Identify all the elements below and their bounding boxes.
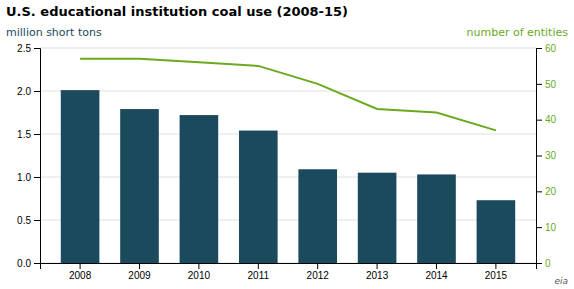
tick-label: 0.0 — [17, 258, 31, 269]
tick-mark — [495, 263, 496, 269]
tick: 50 — [536, 79, 557, 90]
tick-label: 2.0 — [17, 86, 31, 97]
tick: 2010 — [188, 263, 211, 281]
tick: 0.0 — [17, 258, 40, 269]
tick: 30 — [536, 150, 557, 161]
tick: 2013 — [366, 263, 389, 281]
line — [80, 59, 496, 131]
tick-label: 0 — [545, 258, 551, 269]
tick: 2012 — [307, 263, 330, 281]
tick-mark — [258, 263, 259, 269]
tick: 2014 — [425, 263, 448, 281]
tick-label: 2011 — [248, 270, 270, 281]
tick-mark — [536, 227, 542, 228]
axis-line — [34, 49, 41, 264]
tick-label: 30 — [545, 150, 557, 161]
bar — [239, 131, 278, 263]
grid-line — [40, 91, 536, 92]
tick-mark — [139, 263, 140, 269]
bar — [298, 169, 337, 263]
tick-mark — [34, 177, 40, 178]
annotation: eia — [554, 276, 568, 286]
tick-label: 10 — [545, 222, 557, 233]
tick: 2008 — [69, 263, 92, 281]
bar — [358, 173, 397, 263]
axis-label: number of entities — [466, 26, 568, 39]
axis-line — [41, 264, 537, 270]
tick-mark — [198, 263, 199, 269]
tick-label: 60 — [545, 43, 557, 54]
tick-mark — [536, 120, 542, 121]
tick: 2011 — [248, 263, 270, 281]
tick-mark — [34, 48, 40, 49]
tick-label: 1.0 — [17, 172, 31, 183]
grid-line — [40, 134, 536, 135]
tick-mark — [34, 263, 40, 264]
tick-mark — [80, 263, 81, 269]
tick-label: 40 — [545, 114, 557, 125]
y2-axis: 0 10 20 30 40 50 60 — [536, 43, 557, 269]
tick-mark — [34, 220, 40, 221]
chart: 200820092010201120122013201420150.00.51.… — [0, 0, 574, 289]
tick-label: 2009 — [128, 270, 151, 281]
tick-mark — [317, 263, 318, 269]
tick: 10 — [536, 222, 557, 233]
tick-mark — [34, 91, 40, 92]
axis-label: million short tons — [6, 26, 102, 39]
tick-mark — [34, 134, 40, 135]
tick: 2015 — [485, 263, 508, 281]
tick-label: 1.5 — [17, 129, 31, 140]
tick-mark — [436, 263, 437, 269]
tick-label: 2013 — [366, 270, 389, 281]
axis-line — [537, 49, 543, 264]
bar — [417, 174, 456, 263]
y-axis: 0.0 0.5 1.0 1.5 2.0 2.5 — [17, 43, 40, 269]
tick: 20 — [536, 186, 557, 197]
tick: 2.0 — [17, 86, 40, 97]
tick-mark — [377, 263, 378, 269]
tick: 0.5 — [17, 215, 40, 226]
bar — [120, 109, 159, 263]
tick: 40 — [536, 114, 557, 125]
plot: 200820092010201120122013201420150.00.51.… — [17, 43, 556, 281]
bar — [180, 115, 219, 263]
tick-mark — [536, 156, 542, 157]
title: U.S. educational institution coal use (2… — [6, 4, 348, 19]
tick-mark — [536, 84, 542, 85]
tick-mark — [536, 263, 542, 264]
tick-label: 2012 — [307, 270, 330, 281]
tick-label: 0.5 — [17, 215, 31, 226]
tick-label: 2015 — [485, 270, 508, 281]
tick: 0 — [536, 258, 551, 269]
tick: 60 — [536, 43, 557, 54]
tick: 1.0 — [17, 172, 40, 183]
x-axis: 2008 2009 2010 2011 2012 2013 2014 2015 — [41, 263, 537, 281]
grid-line — [40, 220, 536, 221]
bar — [61, 90, 100, 263]
grid — [40, 48, 536, 263]
bar — [477, 200, 516, 263]
tick-mark — [536, 48, 542, 49]
grid-line — [40, 177, 536, 178]
tick: 2009 — [128, 263, 151, 281]
tick-label: 2014 — [425, 270, 448, 281]
marks — [61, 59, 515, 263]
tick: 2.5 — [17, 43, 40, 54]
tick-label: 2008 — [69, 270, 92, 281]
tick: 1.5 — [17, 129, 40, 140]
tick-label: 2.5 — [17, 43, 31, 54]
tick-label: 20 — [545, 186, 557, 197]
tick-label: 2010 — [188, 270, 211, 281]
tick-label: 50 — [545, 79, 557, 90]
tick-mark — [536, 191, 542, 192]
grid-line — [40, 48, 536, 49]
